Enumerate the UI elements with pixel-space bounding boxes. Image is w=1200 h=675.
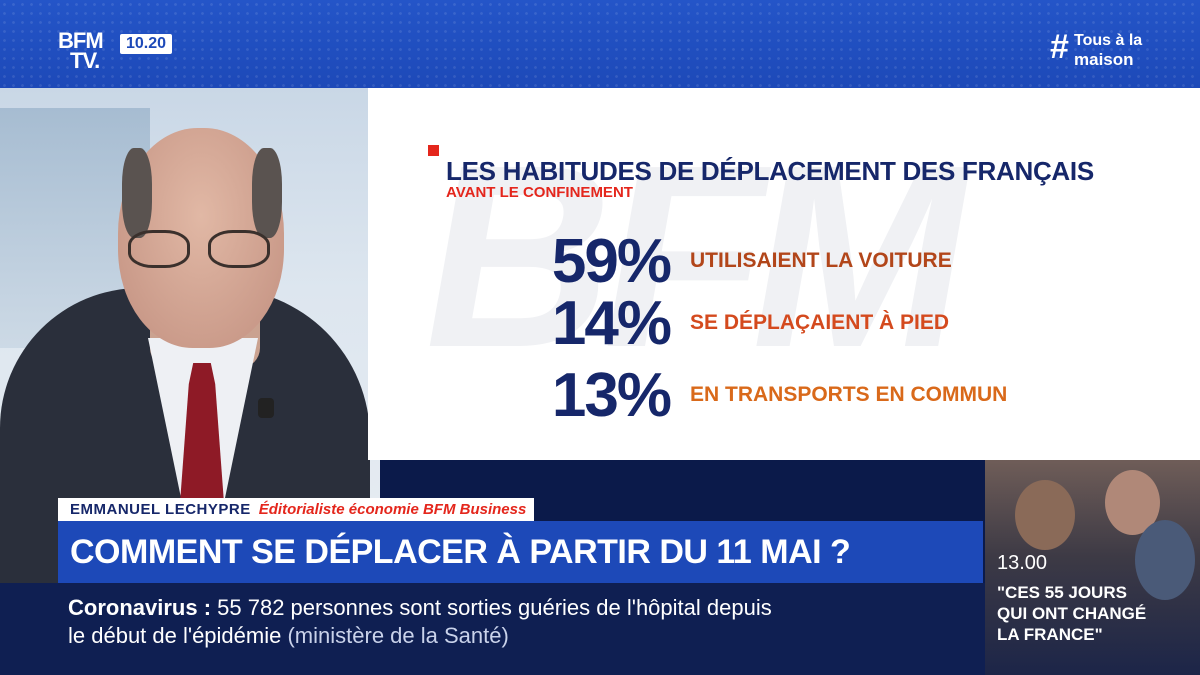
promo-title-line1: "CES 55 JOURS <box>997 583 1127 602</box>
stat-value: 13% <box>551 361 672 430</box>
top-bar-pattern <box>0 0 1200 88</box>
hashtag-line1: Tous à la <box>1074 32 1143 49</box>
hash-icon: # <box>1050 28 1069 66</box>
ticker-text-line2: le début de l'épidémie <box>68 623 282 648</box>
presenter-glasses <box>128 230 278 270</box>
headline-text: COMMENT SE DÉPLACER À PARTIR DU 11 MAI ? <box>70 532 851 571</box>
ticker-text-line1: 55 782 personnes sont sorties guéries de… <box>217 595 772 620</box>
clock: 10.20 <box>120 34 173 54</box>
headline-banner: COMMENT SE DÉPLACER À PARTIR DU 11 MAI ? <box>58 521 983 583</box>
stat-row: 13% EN TRANSPORTS EN COMMUN <box>368 360 1200 430</box>
stat-value: 59% <box>551 227 672 296</box>
logo-line2: TV. <box>70 48 100 73</box>
speaker-name: EMMANUEL LECHYPRE <box>70 501 251 518</box>
graphic-title: LES HABITUDES DE DÉPLACEMENT DES FRANÇAI… <box>446 156 1094 186</box>
lapel-mic-icon <box>258 398 274 418</box>
stat-row: 14% SE DÉPLAÇAIENT À PIED <box>368 288 1200 358</box>
graphic-subtitle: AVANT LE CONFINEMENT <box>446 184 633 201</box>
ticker-line1: Coronavirus : 55 782 personnes sont sort… <box>68 595 772 621</box>
logo-line1: BFM <box>58 28 104 53</box>
promo-title-line3: LA FRANCE" <box>997 625 1103 644</box>
crowd-figure <box>1015 480 1075 550</box>
presenter-hair-left <box>122 148 152 238</box>
ticker-separator: : <box>197 595 218 620</box>
upcoming-program-promo: 13.00 "CES 55 JOURS QUI ONT CHANGÉ LA FR… <box>985 460 1200 675</box>
hashtag-line2: maison <box>1074 50 1134 69</box>
ticker-source: (ministère de la Santé) <box>287 623 509 648</box>
news-ticker: Coronavirus : 55 782 personnes sont sort… <box>0 583 985 675</box>
ticker-line2: le début de l'épidémie (ministère de la … <box>68 623 509 649</box>
stat-label: UTILISAIENT LA VOITURE <box>690 249 952 272</box>
stat-label: EN TRANSPORTS EN COMMUN <box>690 383 1008 406</box>
promo-title-line2: QUI ONT CHANGÉ <box>997 604 1147 623</box>
speaker-name-bar: EMMANUEL LECHYPRE Éditorialiste économie… <box>58 498 535 521</box>
red-square-icon <box>428 145 439 156</box>
bfmtv-logo: BFM TV. <box>58 28 104 73</box>
stat-value: 14% <box>551 289 672 358</box>
stat-row: 59% UTILISAIENT LA VOITURE <box>368 226 1200 296</box>
infographic-panel: BFM LES HABITUDES DE DÉPLACEMENT DES FRA… <box>368 88 1200 460</box>
promo-title: "CES 55 JOURS QUI ONT CHANGÉ LA FRANCE" <box>997 582 1146 645</box>
top-bar: BFM TV. 10.20 # Tous à la maison <box>0 0 1200 88</box>
crowd-figure <box>1135 520 1195 600</box>
promo-time: 13.00 <box>997 552 1048 574</box>
stat-label: SE DÉPLAÇAIENT À PIED <box>690 311 950 334</box>
speaker-role: Éditorialiste économie BFM Business <box>258 501 527 518</box>
ticker-topic: Coronavirus <box>68 595 198 620</box>
presenter-hair-right <box>252 148 282 238</box>
